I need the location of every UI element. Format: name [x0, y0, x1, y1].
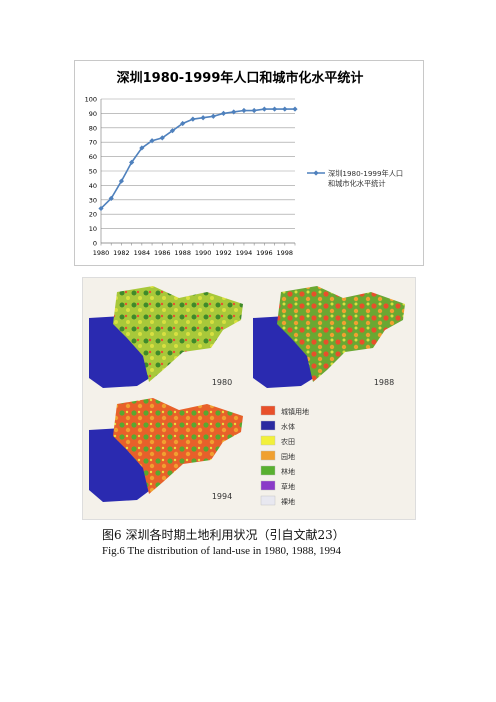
- x-tick-label: 1980: [93, 249, 110, 257]
- y-tick-label: 0: [93, 240, 97, 248]
- legend-label: 水体: [281, 422, 295, 431]
- data-point: [292, 106, 298, 112]
- grid-lines: [101, 98, 295, 244]
- legend-label: 林地: [281, 467, 295, 476]
- map-1988: 1988: [253, 286, 405, 388]
- legend-label: 农田: [281, 437, 295, 446]
- legend: 深圳1980-1999年人口和城市化水平统计: [307, 169, 403, 188]
- y-tick-label: 70: [89, 139, 97, 147]
- legend-swatch: [260, 435, 276, 446]
- legend-swatch: [260, 495, 276, 506]
- data-point: [139, 145, 145, 151]
- legend-swatch: [260, 405, 276, 416]
- data-point: [241, 107, 247, 114]
- x-tick-label: 1992: [215, 249, 232, 257]
- data-point: [282, 106, 288, 112]
- y-tick-label: 90: [89, 110, 97, 118]
- series-line: [98, 106, 298, 212]
- land-1980: [113, 286, 243, 382]
- legend-label: 城镇用地: [281, 407, 309, 416]
- legend-swatch: [260, 480, 276, 491]
- map-label-1980: 1980: [212, 378, 232, 387]
- data-point: [220, 110, 227, 116]
- figure-caption-cn: 图6 深圳各时期土地利用状况（引自文献23）: [102, 528, 345, 542]
- y-tick-label: 60: [89, 153, 97, 161]
- data-point: [210, 113, 216, 119]
- y-tick-label: 10: [89, 225, 97, 233]
- legend-swatch: [260, 450, 276, 461]
- legend-marker: [313, 170, 319, 176]
- x-tick-label: 1982: [113, 249, 130, 257]
- legend-label: 深圳1980-1999年人口和城市化水平统计: [328, 169, 403, 188]
- y-tick-label: 20: [89, 211, 97, 219]
- legend-swatch: [260, 420, 276, 431]
- data-point: [108, 195, 114, 201]
- data-point: [251, 107, 257, 114]
- data-point: [261, 106, 267, 112]
- data-point: [159, 135, 165, 141]
- data-point: [149, 138, 155, 144]
- map-1994: 1994: [89, 398, 243, 502]
- data-point: [271, 106, 278, 112]
- map-label-1988: 1988: [374, 378, 394, 387]
- legend-label: 草地: [281, 482, 295, 491]
- data-point: [169, 128, 176, 134]
- y-tick-label: 50: [89, 168, 97, 176]
- x-tick-label: 1988: [174, 249, 191, 257]
- data-point: [180, 120, 186, 127]
- land-use-map-figure: 1980 1988 1994 城镇用地水体农田园地林地草地裸地: [82, 277, 416, 520]
- series-line-0: [100, 108, 295, 210]
- land-1988: [277, 286, 405, 382]
- data-point: [200, 115, 206, 121]
- urbanization-chart: 深圳1980-1999年人口和城市化水平统计 0 10 20 30 40 50 60 70 80…: [74, 60, 424, 266]
- y-tick-label: 80: [89, 124, 97, 132]
- data-point: [190, 116, 196, 122]
- figure-caption-en: Fig.6 The distribution of land-use in 19…: [102, 545, 342, 557]
- x-tick-label: 1996: [256, 249, 273, 257]
- x-tick-label: 1998: [277, 249, 294, 257]
- data-point: [231, 109, 237, 115]
- map-1980: 1980: [89, 286, 243, 388]
- legend-label: 园地: [281, 452, 295, 461]
- land-1994: [113, 398, 243, 494]
- x-tick-label: 1994: [236, 249, 253, 257]
- chart-svg: 深圳1980-1999年人口和城市化水平统计 0 10 20 30 40 50 60 70 80…: [85, 70, 404, 257]
- y-tick-label: 100: [85, 96, 97, 104]
- x-tick-label: 1986: [154, 249, 171, 257]
- legend-label: 裸地: [281, 497, 295, 506]
- legend-swatch: [260, 465, 276, 476]
- chart-title: 深圳1980-1999年人口和城市化水平统计: [117, 70, 364, 86]
- y-tick-label: 40: [89, 182, 97, 190]
- map-label-1994: 1994: [212, 492, 232, 501]
- y-tick-label: 30: [89, 196, 97, 204]
- x-tick-label: 1984: [134, 249, 151, 257]
- x-tick-label: 1990: [195, 249, 212, 257]
